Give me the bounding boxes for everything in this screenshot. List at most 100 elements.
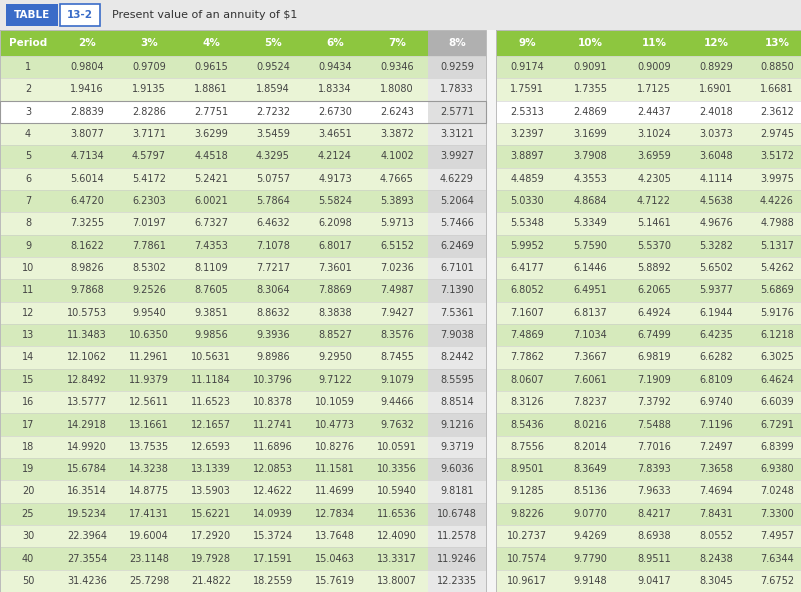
Bar xyxy=(118,525,180,548)
Bar xyxy=(242,302,304,324)
Text: 4.5797: 4.5797 xyxy=(132,152,166,162)
Text: 19: 19 xyxy=(22,464,34,474)
Text: 12.1657: 12.1657 xyxy=(191,420,231,430)
Text: 2.7751: 2.7751 xyxy=(194,107,228,117)
Text: 12: 12 xyxy=(22,308,34,318)
Bar xyxy=(118,279,180,302)
Bar xyxy=(0,30,486,592)
Text: 6.4177: 6.4177 xyxy=(510,263,544,273)
Bar xyxy=(366,548,428,570)
Text: 8.3045: 8.3045 xyxy=(699,576,733,586)
Bar xyxy=(0,413,56,436)
Bar xyxy=(180,279,242,302)
Text: 3: 3 xyxy=(25,107,31,117)
Text: 9.9540: 9.9540 xyxy=(132,308,166,318)
Bar xyxy=(242,480,304,503)
Bar xyxy=(747,503,801,525)
Text: 13.5777: 13.5777 xyxy=(66,397,107,407)
Text: 6.9740: 6.9740 xyxy=(699,397,733,407)
Text: 8%: 8% xyxy=(448,38,466,48)
Bar xyxy=(486,234,496,257)
Bar xyxy=(558,436,623,458)
Bar xyxy=(486,346,496,369)
Text: 8.5436: 8.5436 xyxy=(510,420,544,430)
Bar xyxy=(366,257,428,279)
Bar xyxy=(242,391,304,413)
Bar xyxy=(56,168,118,190)
Text: 5.3349: 5.3349 xyxy=(574,218,607,229)
Bar xyxy=(242,101,304,123)
Text: 9.9148: 9.9148 xyxy=(574,576,607,586)
Text: 10%: 10% xyxy=(578,38,603,48)
Bar xyxy=(366,56,428,78)
Text: 8.3649: 8.3649 xyxy=(574,464,607,474)
Bar xyxy=(558,123,623,145)
Text: 3.0373: 3.0373 xyxy=(699,129,733,139)
Bar xyxy=(558,145,623,168)
Bar xyxy=(685,56,747,78)
Text: 6.4720: 6.4720 xyxy=(70,196,104,206)
Text: 2.5771: 2.5771 xyxy=(440,107,474,117)
Text: 13-2: 13-2 xyxy=(67,10,93,20)
Bar xyxy=(118,302,180,324)
Bar xyxy=(242,56,304,78)
Text: 27.3554: 27.3554 xyxy=(66,554,107,564)
Bar xyxy=(366,480,428,503)
Text: 11.4699: 11.4699 xyxy=(315,487,355,497)
Text: 6.7291: 6.7291 xyxy=(760,420,794,430)
Bar xyxy=(428,123,486,145)
Bar xyxy=(118,78,180,101)
Text: 7.8869: 7.8869 xyxy=(318,285,352,295)
Bar xyxy=(428,190,486,213)
Text: 1.7833: 1.7833 xyxy=(440,85,474,95)
Text: 3.5172: 3.5172 xyxy=(760,152,794,162)
Bar xyxy=(486,168,496,190)
Text: 4.6229: 4.6229 xyxy=(440,174,474,184)
Text: 7.3300: 7.3300 xyxy=(760,509,794,519)
Bar xyxy=(486,480,496,503)
Bar xyxy=(428,525,486,548)
Bar xyxy=(428,548,486,570)
Text: 9.2526: 9.2526 xyxy=(132,285,166,295)
Text: 4.2124: 4.2124 xyxy=(318,152,352,162)
Text: 8.0552: 8.0552 xyxy=(699,531,733,541)
Text: 7.1196: 7.1196 xyxy=(699,420,733,430)
Text: 8.3576: 8.3576 xyxy=(380,330,414,340)
Text: 7.3658: 7.3658 xyxy=(699,464,733,474)
Bar xyxy=(0,503,56,525)
Text: 6.6039: 6.6039 xyxy=(760,397,794,407)
Bar xyxy=(180,458,242,480)
Bar xyxy=(428,78,486,101)
Bar xyxy=(242,525,304,548)
Text: 3.2397: 3.2397 xyxy=(510,129,544,139)
Text: 4.4518: 4.4518 xyxy=(194,152,227,162)
Text: 3.1699: 3.1699 xyxy=(574,129,607,139)
Text: 6.9819: 6.9819 xyxy=(637,352,670,362)
Bar xyxy=(747,570,801,592)
Bar xyxy=(623,257,685,279)
Text: 7.8237: 7.8237 xyxy=(574,397,607,407)
Bar xyxy=(747,525,801,548)
Text: 9.8986: 9.8986 xyxy=(256,352,290,362)
Bar xyxy=(304,30,366,56)
Text: 0.9615: 0.9615 xyxy=(194,62,227,72)
Text: 17.4131: 17.4131 xyxy=(129,509,169,519)
Bar xyxy=(242,458,304,480)
Bar xyxy=(747,279,801,302)
Text: 15.0463: 15.0463 xyxy=(315,554,355,564)
Text: 7.0236: 7.0236 xyxy=(380,263,414,273)
Text: 10.5940: 10.5940 xyxy=(377,487,417,497)
Bar xyxy=(623,123,685,145)
Bar xyxy=(56,346,118,369)
Text: 2: 2 xyxy=(25,85,31,95)
Bar xyxy=(685,213,747,234)
Bar xyxy=(118,234,180,257)
Text: 19.5234: 19.5234 xyxy=(67,509,107,519)
Bar xyxy=(304,480,366,503)
Text: 6.8399: 6.8399 xyxy=(760,442,794,452)
Bar xyxy=(118,145,180,168)
Text: 4.4859: 4.4859 xyxy=(510,174,544,184)
Bar xyxy=(242,78,304,101)
Text: 7.8431: 7.8431 xyxy=(699,509,733,519)
Text: 18: 18 xyxy=(22,442,34,452)
